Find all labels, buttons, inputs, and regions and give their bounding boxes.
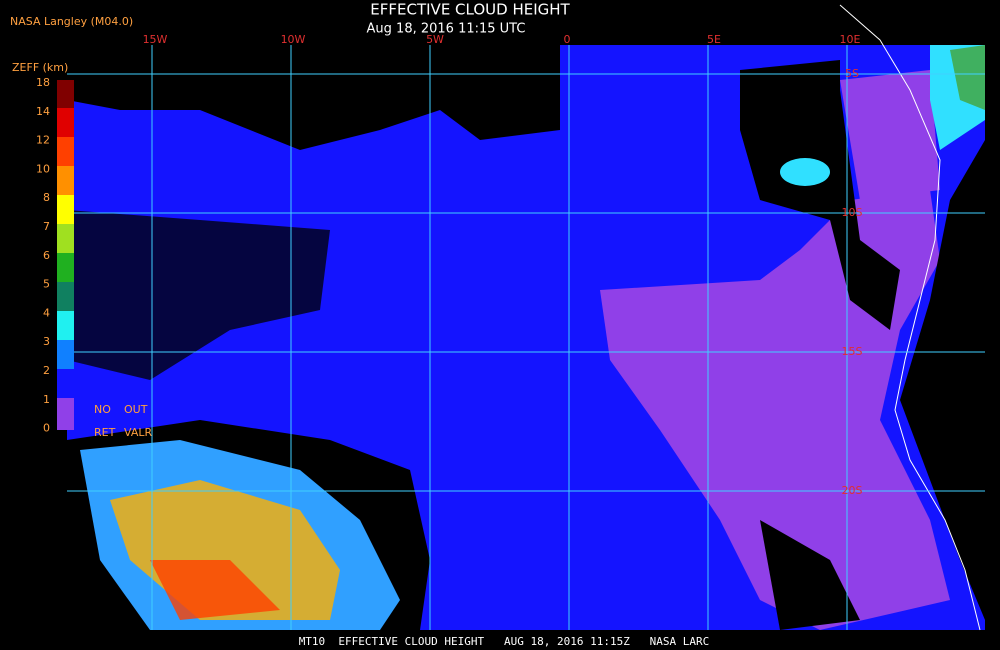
latitude-label: 15S [842, 345, 863, 358]
graticule [67, 45, 985, 630]
legend-tick: 12 [36, 134, 50, 147]
land [900, 140, 985, 620]
legend-tick: 6 [43, 249, 50, 262]
legend-tick: 5 [43, 278, 50, 291]
legend-title: ZEFF (km) [12, 61, 68, 74]
latitude-labels: 5S 10S 15S 20S [842, 67, 863, 497]
latitude-label: 20S [842, 484, 863, 497]
cloud-patch [780, 158, 830, 186]
longitude-label: 10W [281, 33, 306, 46]
legend-tick: 7 [43, 220, 50, 233]
legend-note: OUT [124, 403, 148, 416]
legend-tick: 0 [43, 422, 50, 435]
timestamp: Aug 18, 2016 11:15 UTC [367, 22, 526, 37]
clear-area [67, 210, 330, 380]
swatch [57, 108, 74, 137]
legend-tick: 3 [43, 335, 50, 348]
cloud-field [150, 560, 280, 620]
swatch [57, 282, 74, 311]
swatch [57, 80, 74, 108]
land [760, 520, 860, 630]
longitude-label: 15W [143, 33, 168, 46]
swatch [57, 253, 74, 282]
longitude-label: 10E [840, 33, 861, 46]
legend-tick: 4 [43, 306, 50, 319]
swatch [57, 340, 74, 369]
longitude-label: 5E [707, 33, 721, 46]
longitude-labels: 15W 10W 5W 0 5E 10E [143, 33, 861, 46]
land [740, 60, 900, 330]
swatch [57, 195, 74, 224]
swatch [57, 398, 74, 430]
map: 15W 10W 5W 0 5E 10E 5S 10S 15S 20S [67, 4, 985, 631]
swatch [57, 224, 74, 253]
clear-area [67, 45, 560, 150]
legend-tick: 18 [36, 76, 50, 89]
coastline [839, 4, 981, 631]
legend-note: VALR [124, 426, 152, 439]
latitude-label: 10S [842, 206, 863, 219]
land-cloud [950, 45, 985, 110]
swatch [57, 137, 74, 166]
swatch [57, 369, 74, 398]
legend-tick: 14 [36, 105, 50, 118]
longitude-label: 0 [564, 33, 571, 46]
title: EFFECTIVE CLOUD HEIGHT [370, 1, 570, 19]
legend-note: NO [94, 403, 111, 416]
swatch [57, 166, 74, 195]
footer: MT10 EFFECTIVE CLOUD HEIGHT AUG 18, 2016… [299, 635, 710, 648]
legend-note: RET [94, 426, 116, 439]
legend-tick: 10 [36, 162, 50, 175]
latitude-label: 5S [845, 67, 859, 80]
legend-tick: 2 [43, 364, 50, 377]
source: NASA Langley (M04.0) [10, 15, 133, 28]
longitude-label: 5W [426, 33, 444, 46]
legend-tick: 8 [43, 191, 50, 204]
legend-tick: 1 [43, 393, 50, 406]
swatch [57, 311, 74, 340]
